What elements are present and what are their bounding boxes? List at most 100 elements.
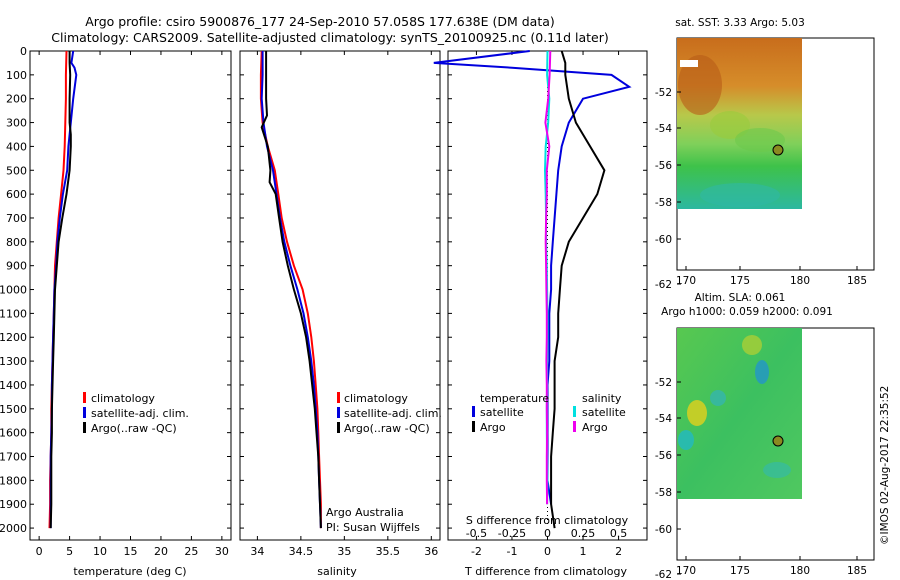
x-tick-label: 34 (250, 545, 264, 558)
sla-blue-patch (710, 390, 726, 406)
sla-map-title-1: Altim. SLA: 0.061 (695, 292, 786, 304)
title-line-1: Argo profile: csiro 5900876_177 24-Sep-2… (85, 14, 555, 29)
legend-swatch-argo (337, 422, 340, 433)
difference-panel: -2 -1 0 1 2 -0.5 -0.25 0 0.25 0.5 (433, 50, 648, 558)
salinity-xlabel: salinity (317, 565, 357, 578)
lon-tick-label: 175 (730, 275, 750, 287)
lat-tick-label: -54 (655, 123, 672, 135)
depth-tick-label: 300 (6, 117, 27, 130)
legend-swatch-s-argo (573, 421, 576, 432)
s-tick-label: 0.25 (571, 527, 596, 540)
legend-swatch-satellite (337, 407, 340, 418)
legend-satellite-adj: satellite-adj. clim. (344, 407, 442, 420)
legend-climatology: climatology (91, 392, 155, 405)
tdiff-xlabel: T difference from climatology (464, 565, 627, 578)
legend-swatch-argo (83, 422, 86, 433)
depth-tick-label: 400 (6, 140, 27, 153)
salinity-legend: climatology satellite-adj. clim. Argo(..… (326, 392, 442, 534)
lat-tick-label: -58 (655, 487, 672, 499)
sdiff-xlabel: S difference from climatology (466, 514, 629, 527)
legend-swatch-t-satellite (472, 406, 475, 417)
depth-tick-label: 1300 (0, 355, 27, 368)
depth-tick-label: 1400 (0, 379, 27, 392)
sla-yellow-patch (742, 335, 762, 355)
lat-tick-label: -62 (655, 279, 672, 291)
sla-map: -52 -54 -56 -58 -60 -62 170 175 180 185 (655, 327, 875, 580)
lat-tick-label: -56 (655, 160, 672, 172)
lat-tick-label: -52 (655, 377, 672, 389)
lat-tick-label: -52 (655, 87, 672, 99)
x-tick-label: 30 (215, 545, 229, 558)
sla-blue-patch (755, 360, 769, 384)
difference-legend: temperature salinity satellite Argo sate… (472, 392, 626, 434)
legend-argo: Argo(..raw -QC) (344, 422, 430, 435)
depth-tick-label: 900 (6, 260, 27, 273)
sst-map-ticks: -52 -54 -56 -58 -60 -62 170 175 180 185 (655, 87, 867, 291)
x-tick-label: 35.5 (376, 545, 401, 558)
credit-line-2: PI: Susan Wijffels (326, 521, 420, 534)
lat-tick-label: -62 (655, 569, 672, 580)
s-tick-label: -0.25 (498, 527, 526, 540)
temperature-legend: climatology satellite-adj. clim. Argo(..… (83, 392, 189, 435)
lon-tick-label: 175 (730, 565, 750, 577)
x-tick-label: 35 (337, 545, 351, 558)
x-tick-label: 0 (544, 545, 551, 558)
legend-climatology: climatology (344, 392, 408, 405)
sla-map-ticks: -52 -54 -56 -58 -60 -62 170 175 180 185 (655, 377, 867, 580)
lat-tick-label: -58 (655, 197, 672, 209)
depth-tick-label: 1000 (0, 284, 27, 297)
series-line (544, 50, 552, 505)
depth-tick-label: 1200 (0, 331, 27, 344)
x-tick-label: -2 (471, 545, 482, 558)
lat-tick-label: -56 (655, 450, 672, 462)
depth-axis-labels: 0 100 200 300 400 500 600 700 800 900 1000 1100 1200… (0, 45, 27, 535)
depth-tick-label: 800 (6, 236, 27, 249)
sla-cyan-patch (763, 462, 791, 478)
x-tick-label: 25 (184, 545, 198, 558)
lon-tick-label: 170 (676, 565, 696, 577)
depth-tick-label: 600 (6, 188, 27, 201)
sla-cyan-patch (678, 430, 694, 450)
depth-tick-label: 2000 (0, 522, 27, 535)
series-line (260, 51, 322, 529)
depth-tick-label: 700 (6, 212, 27, 225)
lon-tick-label: 180 (790, 565, 810, 577)
legend-t-satellite: satellite (480, 406, 524, 419)
depth-tick-label: 1500 (0, 403, 27, 416)
legend-swatch-satellite (83, 407, 86, 418)
s-tick-label: 0 (544, 527, 551, 540)
depth-tick-label: 1900 (0, 498, 27, 511)
legend-s-satellite: satellite (582, 406, 626, 419)
argo-location-marker (772, 144, 784, 156)
legend-s-argo: Argo (582, 421, 608, 434)
x-tick-label: -1 (506, 545, 517, 558)
temperature-xlabel: temperature (deg C) (73, 565, 186, 578)
sst-green-patch (710, 111, 750, 139)
legend-temperature-heading: temperature (480, 392, 549, 405)
sst-green-patch (735, 128, 785, 152)
lat-tick-label: -60 (655, 234, 672, 246)
depth-tick-label: 100 (6, 69, 27, 82)
legend-swatch-s-satellite (573, 406, 576, 417)
series-line (49, 51, 72, 529)
legend-satellite-adj: satellite-adj. clim. (91, 407, 189, 420)
credit-line-1: Argo Australia (326, 506, 404, 519)
depth-tick-label: 1700 (0, 451, 27, 464)
lon-tick-label: 180 (790, 275, 810, 287)
series-line (550, 50, 606, 529)
lon-tick-label: 170 (676, 275, 696, 287)
depth-tick-label: 500 (6, 164, 27, 177)
x-tick-label: 5 (66, 545, 73, 558)
depth-tick-label: 1100 (0, 307, 27, 320)
x-tick-label: 10 (93, 545, 107, 558)
s-tick-label: -0.5 (466, 527, 487, 540)
lat-tick-label: -54 (655, 413, 672, 425)
sla-map-title-2: Argo h1000: 0.059 h2000: 0.091 (661, 306, 833, 318)
sst-missing-patch (680, 60, 698, 67)
x-tick-label: 20 (154, 545, 168, 558)
title-line-2: Climatology: CARS2009. Satellite-adjuste… (51, 30, 608, 45)
sla-yellow-patch (687, 400, 707, 426)
x-tick-label: 15 (124, 545, 138, 558)
legend-t-argo: Argo (480, 421, 506, 434)
